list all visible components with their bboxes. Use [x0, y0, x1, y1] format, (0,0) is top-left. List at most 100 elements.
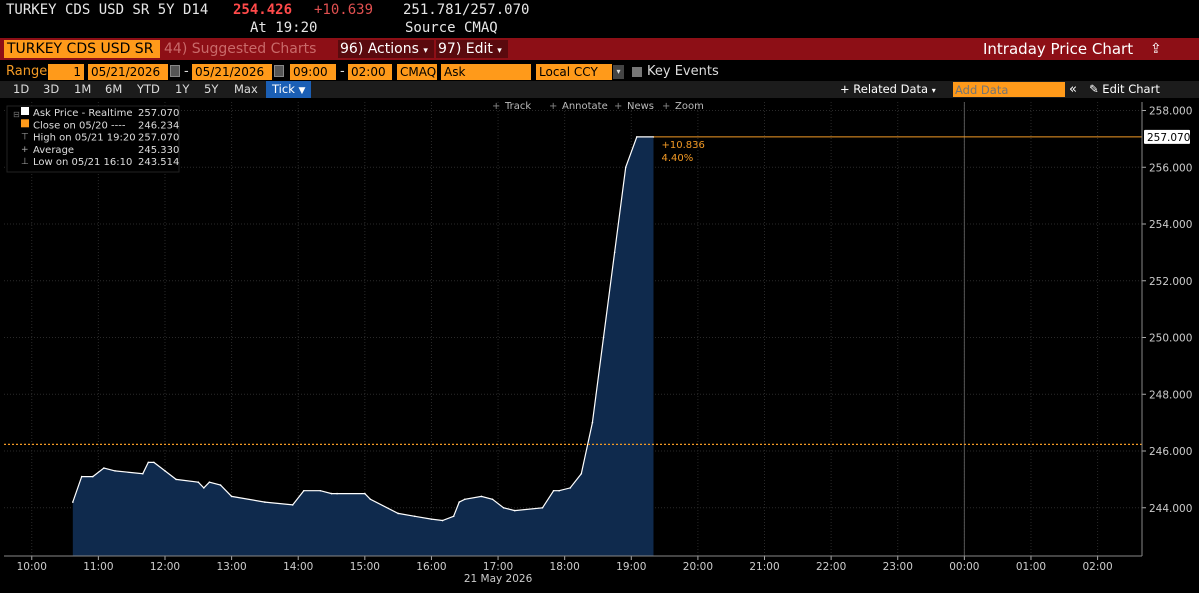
key-events-checkbox[interactable] [632, 67, 642, 77]
data-point [153, 461, 155, 464]
x-tick-label: 01:00 [1016, 561, 1046, 573]
collapse-icon[interactable]: « [1069, 82, 1077, 97]
period-button-6m[interactable]: 6M [105, 82, 123, 96]
period-field[interactable]: 1 [48, 64, 84, 80]
edit-menu[interactable]: 97) Edit ▾ [436, 40, 508, 58]
y-tick-label: 254.000 [1149, 219, 1192, 231]
tool-icon: + [492, 101, 500, 112]
add-data-input[interactable] [953, 82, 1065, 97]
data-point [264, 501, 266, 503]
data-point [103, 467, 105, 469]
tool-track-button[interactable]: Track [504, 101, 531, 112]
chevron-down-icon: ▾ [423, 46, 428, 56]
chevron-down-icon[interactable]: ▾ [613, 65, 624, 79]
time-separator: - [340, 64, 345, 79]
y-axis: 244.000 246.000 248.000 250.000 252.000 254.0… [1141, 102, 1192, 556]
tick-label: Tick [272, 82, 295, 96]
y-tick-label: 244.000 [1149, 503, 1192, 515]
data-point [230, 495, 233, 498]
x-tick-label: 17:00 [483, 561, 513, 573]
data-point [480, 495, 483, 498]
tool-zoom-button[interactable]: Zoom [675, 101, 704, 112]
tool-news-button[interactable]: News [627, 101, 654, 112]
data-point [302, 489, 305, 492]
data-point [502, 506, 505, 509]
start-date-field[interactable]: 05/21/2026 [88, 64, 168, 80]
tool-icon: + [662, 101, 670, 112]
tool-annotate-button[interactable]: Annotate [562, 101, 608, 112]
price-line [72, 136, 654, 522]
tool-icon: + [549, 101, 557, 112]
period-button-max[interactable]: Max [234, 82, 258, 96]
end-time-field[interactable]: 02:00 [348, 64, 392, 80]
x-tick-label: 13:00 [216, 561, 246, 573]
export-icon[interactable]: ⇪ [1150, 41, 1162, 57]
data-point [624, 166, 627, 169]
currency-select[interactable]: Local CCY [536, 64, 612, 80]
data-point [430, 518, 433, 520]
related-data-menu[interactable]: + Related Data ▾ [840, 81, 936, 98]
data-point [219, 484, 222, 486]
period-button-ytd[interactable]: YTD [137, 82, 160, 96]
data-point [197, 481, 200, 484]
data-point [203, 487, 205, 489]
tick-button[interactable]: Tick ▼ [266, 81, 312, 98]
y-tick-label: 258.000 [1149, 106, 1192, 118]
chart-title: Intraday Price Chart [983, 40, 1134, 58]
data-point [369, 498, 372, 501]
legend-value: 257.070 [138, 108, 179, 119]
price-chart[interactable]: 257.070 +10.836 4.40% 244.000 246.000 248.00… [0, 98, 1199, 593]
x-axis: 10:00 11:00 12:00 13:00 14:00 15:00 16:00 17:00… [4, 555, 1142, 585]
legend-value: 246.234 [138, 120, 179, 131]
legend-label: Low on 05/21 16:10 [33, 157, 132, 168]
range-label: Range [6, 64, 48, 79]
legend-value: 245.330 [138, 145, 179, 156]
period-button-5y[interactable]: 5Y [204, 82, 219, 96]
actions-menu[interactable]: 96) Actions ▾ [338, 40, 434, 58]
y-tick-label: 250.000 [1149, 333, 1192, 345]
suggested-charts-menu[interactable]: 44) Suggested Charts [164, 41, 317, 57]
calendar-icon[interactable] [274, 65, 284, 77]
data-point [580, 472, 583, 475]
data-point [92, 475, 94, 478]
source-field[interactable]: CMAQ [397, 64, 437, 80]
calendar-icon[interactable] [170, 65, 180, 77]
chart-toolbar: 1D 3D 1M 6M YTD 1Y 5Y Max Tick ▼ + Relat… [0, 81, 1199, 98]
data-point [491, 498, 494, 501]
security-field[interactable]: TURKEY CDS USD SR [4, 40, 160, 58]
data-point [413, 515, 416, 518]
close-swatch [21, 119, 29, 128]
chevron-down-icon: ▼ [298, 86, 306, 96]
data-point [80, 475, 83, 478]
data-point [636, 136, 638, 138]
x-tick-label: 00:00 [949, 561, 979, 573]
period-button-3d[interactable]: 3D [43, 82, 60, 96]
period-button-1m[interactable]: 1M [74, 82, 92, 96]
function-bar: TURKEY CDS USD SR 44) Suggested Charts 9… [0, 38, 1199, 60]
data-point [558, 489, 560, 492]
edit-chart-button[interactable]: ✎ Edit Chart [1089, 81, 1160, 98]
period-button-1d[interactable]: 1D [13, 82, 30, 96]
start-time-field[interactable]: 09:00 [290, 64, 336, 80]
change-label: +10.836 [661, 140, 704, 151]
bid-ask-range: 251.781/257.070 [403, 2, 530, 18]
low-marker-icon: ⊥ [21, 157, 29, 167]
x-tick-label: 12:00 [150, 561, 180, 573]
data-point [441, 519, 444, 522]
price-area-fill [72, 136, 654, 556]
data-point [613, 251, 616, 254]
x-tick-label: 18:00 [550, 561, 580, 573]
data-point [319, 489, 322, 492]
y-tick-label: 246.000 [1149, 446, 1192, 458]
price-area [72, 136, 655, 556]
data-point [208, 481, 211, 484]
data-point [602, 336, 605, 339]
price-field-select[interactable]: Ask [441, 64, 531, 80]
period-button-1y[interactable]: 1Y [175, 82, 190, 96]
data-point [591, 421, 594, 424]
end-date-field[interactable]: 05/21/2026 [192, 64, 272, 80]
security-header: TURKEY CDS USD SR 5Y D14 254.426 +10.639… [0, 0, 1199, 38]
legend-label: Ask Price - Realtime [33, 108, 133, 119]
x-tick-label: 10:00 [17, 561, 47, 573]
data-point [541, 506, 544, 509]
